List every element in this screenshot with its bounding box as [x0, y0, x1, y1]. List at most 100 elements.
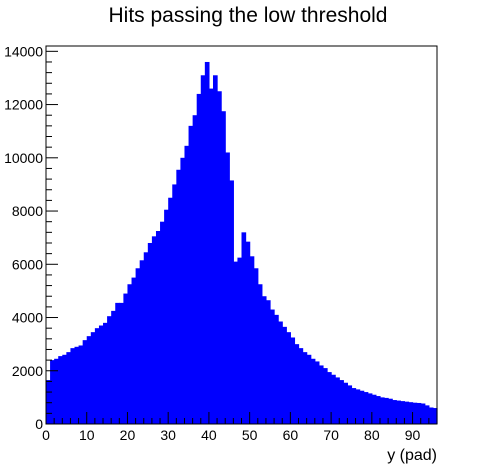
histogram-bar [363, 392, 369, 424]
histogram-bar [392, 400, 397, 424]
histogram-bar [237, 257, 243, 424]
histogram-bar [62, 354, 67, 424]
histogram-bar [111, 310, 116, 424]
histogram-bar [432, 408, 438, 424]
histogram-bar [265, 300, 271, 424]
histogram-bar [135, 268, 141, 424]
histogram-bar [127, 284, 133, 424]
histogram-bar [384, 397, 389, 424]
histogram-bar [379, 397, 385, 424]
histogram-bar [298, 348, 304, 424]
x-axis-label: y (pad) [387, 447, 437, 464]
histogram-bar [375, 396, 381, 424]
y-tick-label: 6000 [12, 256, 43, 272]
histogram-bar [212, 75, 218, 424]
histogram-bar [416, 402, 422, 424]
histogram-bar [147, 242, 153, 424]
histogram-bar [302, 352, 308, 424]
x-tick-label: 60 [283, 427, 299, 443]
x-tick-label: 50 [242, 427, 258, 443]
x-tick-label: 30 [160, 427, 176, 443]
histogram-bar [351, 388, 357, 424]
histogram-bar [155, 231, 161, 424]
histogram-bar [172, 184, 177, 424]
histogram-bar [310, 358, 316, 424]
y-tick-label: 14000 [4, 43, 43, 59]
histogram-bar [253, 268, 259, 424]
histogram-bar [249, 256, 255, 424]
histogram-bar [261, 296, 267, 424]
histogram-bar [420, 403, 426, 424]
x-tick-label: 70 [323, 427, 339, 443]
histogram-bar [322, 368, 328, 424]
y-tick-label: 4000 [12, 310, 43, 326]
histogram-bar [107, 316, 112, 424]
histogram-bar [335, 377, 340, 424]
histogram-bar [164, 209, 169, 424]
histogram-bar [98, 325, 104, 424]
histogram-bar [355, 389, 361, 424]
histogram-bar [428, 407, 434, 424]
x-axis: 0 10 20 30 40 50 60 70 80 90 [42, 412, 438, 443]
histogram-bar [294, 344, 300, 424]
histogram-bar [139, 260, 145, 424]
histogram-bar [46, 380, 51, 424]
histogram-bar [327, 372, 332, 424]
histogram-bar [306, 354, 312, 424]
histogram-bar [90, 332, 96, 424]
histogram-bar [188, 125, 194, 425]
histogram-bar [168, 197, 173, 424]
histogram-bar [151, 236, 157, 424]
histogram-bar [424, 405, 430, 424]
y-tick-label: 0 [35, 416, 43, 432]
histogram-bar [347, 385, 353, 424]
histogram-bar [225, 152, 230, 425]
y-tick-label: 8000 [12, 203, 43, 219]
histogram-bar [123, 293, 129, 424]
y-tick-label: 2000 [12, 363, 43, 379]
x-tick-label: 90 [405, 427, 421, 443]
histogram-bar [119, 302, 124, 424]
histogram-bar [371, 394, 377, 424]
histogram-bar [50, 360, 55, 424]
histogram-bar [192, 115, 198, 425]
histogram-bar [54, 358, 59, 424]
histogram-bar [217, 91, 222, 424]
histogram-bar [78, 345, 84, 424]
histogram-bar [274, 314, 279, 424]
histogram-bar [408, 402, 414, 424]
histogram-bar [204, 61, 210, 424]
histogram-bar [143, 252, 149, 424]
histogram-bar [359, 390, 365, 424]
histogram-bar [233, 261, 239, 424]
histogram-bar [180, 157, 186, 425]
x-tick-label: 10 [79, 427, 95, 443]
histogram-bar [86, 336, 92, 424]
histogram-bar [257, 284, 263, 424]
y-tick-label: 10000 [4, 150, 43, 166]
histogram-bar [82, 340, 88, 424]
chart-title: Hits passing the low threshold [109, 4, 388, 27]
x-tick-label: 80 [364, 427, 380, 443]
histogram-bar [245, 241, 251, 424]
histogram-bar [115, 302, 120, 424]
x-tick-label: 0 [42, 427, 50, 443]
histogram-bar [131, 277, 137, 424]
histogram-bars [46, 61, 438, 425]
histogram-bar [343, 382, 348, 424]
histogram-bar [229, 180, 234, 424]
histogram-bar [278, 321, 283, 424]
histogram-bar [270, 309, 275, 424]
histogram-bar [404, 401, 410, 424]
histogram-bar [74, 346, 80, 424]
histogram-bar [176, 169, 181, 424]
histogram-bar [208, 88, 214, 424]
y-tick-label: 12000 [4, 97, 43, 113]
histogram-bar [58, 356, 63, 424]
histogram-bar [103, 322, 108, 424]
x-tick-label: 20 [120, 427, 136, 443]
histogram-bar [318, 365, 324, 424]
x-tick-label: 40 [201, 427, 217, 443]
y-axis: 0 2000 4000 6000 8000 10000 12000 14000 [4, 43, 58, 432]
